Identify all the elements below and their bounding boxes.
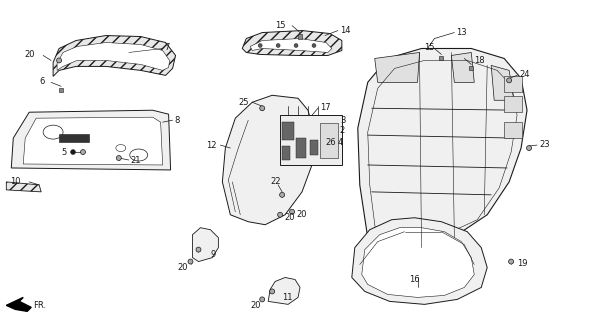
Bar bbox=[504, 96, 522, 112]
Text: 22: 22 bbox=[270, 177, 281, 187]
Bar bbox=[469, 66, 473, 70]
Ellipse shape bbox=[43, 125, 63, 139]
Text: 9: 9 bbox=[211, 250, 216, 259]
Circle shape bbox=[290, 209, 295, 214]
Polygon shape bbox=[6, 297, 31, 311]
Text: 12: 12 bbox=[206, 140, 217, 149]
Bar bbox=[59, 134, 89, 142]
Text: 11: 11 bbox=[282, 293, 293, 302]
Polygon shape bbox=[358, 49, 527, 248]
Circle shape bbox=[56, 58, 61, 63]
Polygon shape bbox=[243, 31, 342, 55]
Text: 20: 20 bbox=[296, 210, 306, 219]
Text: 20: 20 bbox=[177, 263, 188, 272]
Text: 23: 23 bbox=[539, 140, 550, 148]
Text: FR.: FR. bbox=[33, 301, 46, 310]
Circle shape bbox=[260, 297, 265, 302]
Circle shape bbox=[279, 192, 285, 197]
Bar bbox=[59, 87, 63, 92]
Text: 24: 24 bbox=[519, 70, 530, 79]
Polygon shape bbox=[53, 36, 176, 76]
Polygon shape bbox=[268, 277, 300, 304]
Circle shape bbox=[527, 146, 532, 150]
Circle shape bbox=[116, 156, 122, 161]
Circle shape bbox=[260, 106, 265, 111]
Text: 26: 26 bbox=[325, 138, 335, 147]
Text: 20: 20 bbox=[284, 213, 295, 222]
Ellipse shape bbox=[130, 149, 148, 161]
Circle shape bbox=[188, 259, 193, 264]
Polygon shape bbox=[352, 218, 488, 304]
Text: 20: 20 bbox=[24, 50, 34, 59]
Circle shape bbox=[71, 149, 76, 155]
Bar bbox=[320, 123, 338, 158]
Bar bbox=[440, 56, 443, 60]
Circle shape bbox=[294, 44, 298, 47]
Bar bbox=[504, 76, 522, 92]
Circle shape bbox=[312, 44, 316, 47]
Text: 19: 19 bbox=[517, 259, 527, 268]
Bar bbox=[298, 34, 302, 38]
Text: 15: 15 bbox=[275, 21, 286, 30]
Text: 18: 18 bbox=[474, 56, 485, 65]
Circle shape bbox=[508, 259, 513, 264]
Bar bbox=[282, 146, 290, 160]
Text: 15: 15 bbox=[424, 43, 435, 52]
Circle shape bbox=[196, 247, 201, 252]
Bar bbox=[282, 122, 294, 140]
Text: 5: 5 bbox=[61, 148, 66, 156]
Polygon shape bbox=[57, 43, 169, 70]
Circle shape bbox=[276, 44, 280, 47]
Text: 8: 8 bbox=[174, 116, 180, 125]
Polygon shape bbox=[222, 95, 315, 225]
Text: 2: 2 bbox=[340, 126, 345, 135]
Text: 14: 14 bbox=[340, 26, 351, 35]
Circle shape bbox=[258, 44, 262, 47]
Text: 13: 13 bbox=[456, 28, 467, 37]
Polygon shape bbox=[193, 228, 219, 261]
Bar bbox=[504, 122, 522, 138]
Text: 17: 17 bbox=[320, 103, 330, 112]
Text: 3: 3 bbox=[340, 116, 345, 125]
Circle shape bbox=[80, 149, 85, 155]
Circle shape bbox=[507, 78, 511, 83]
Circle shape bbox=[270, 289, 274, 294]
Polygon shape bbox=[23, 117, 163, 165]
Bar bbox=[310, 140, 318, 155]
Circle shape bbox=[278, 212, 282, 217]
Text: 16: 16 bbox=[410, 275, 420, 284]
Polygon shape bbox=[362, 228, 474, 297]
Bar bbox=[296, 138, 306, 158]
Polygon shape bbox=[11, 110, 171, 170]
Ellipse shape bbox=[116, 145, 126, 152]
Text: 21: 21 bbox=[131, 156, 141, 165]
Polygon shape bbox=[491, 65, 514, 100]
Polygon shape bbox=[451, 52, 474, 82]
Polygon shape bbox=[6, 182, 41, 192]
Text: 10: 10 bbox=[10, 177, 20, 187]
Text: 7: 7 bbox=[165, 43, 170, 52]
Text: 20: 20 bbox=[250, 301, 260, 310]
Polygon shape bbox=[375, 52, 419, 82]
Text: 25: 25 bbox=[238, 98, 249, 107]
Text: 6: 6 bbox=[39, 77, 45, 86]
Polygon shape bbox=[251, 38, 332, 52]
Text: 4: 4 bbox=[338, 138, 343, 147]
Polygon shape bbox=[280, 115, 342, 165]
